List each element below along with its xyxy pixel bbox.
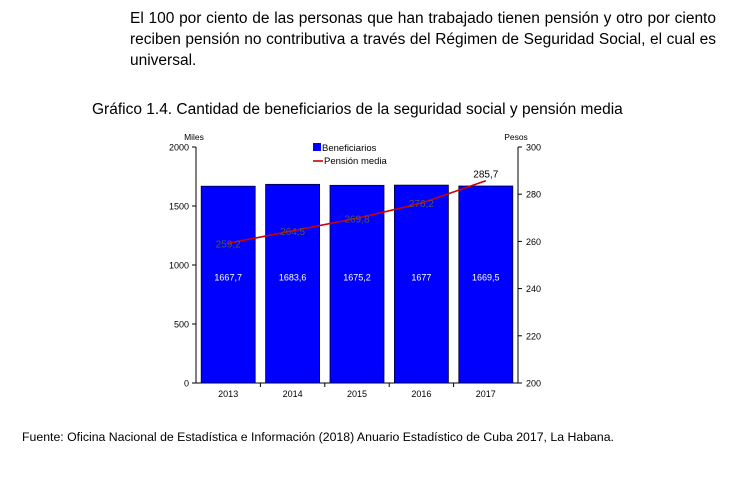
line-value-label: 259,2 [216, 239, 241, 250]
right-tick-label: 220 [526, 331, 541, 341]
chart-legend: Beneficiarios Pensión media [313, 143, 388, 167]
x-tick-label: 2013 [218, 389, 238, 399]
right-tick-label: 200 [526, 379, 541, 389]
right-tick-label: 260 [526, 237, 541, 247]
line-value-label: 285,7 [473, 170, 498, 181]
line-value-label: 264,5 [280, 227, 305, 238]
right-tick-label: 280 [526, 190, 541, 200]
x-tick-label: 2014 [283, 389, 303, 399]
left-tick-label: 1000 [169, 261, 189, 271]
bar [265, 183, 321, 384]
x-tick-label: 2015 [347, 389, 367, 399]
line-value-label: 276,2 [409, 199, 434, 210]
bar-value-label: 1677 [411, 272, 431, 282]
right-tick-label: 300 [526, 143, 541, 153]
bar [393, 184, 449, 384]
x-tick-label: 2017 [476, 389, 496, 399]
left-tick-label: 2000 [169, 143, 189, 153]
body-paragraph: El 100 por ciento de las personas que ha… [130, 10, 716, 69]
left-tick-label: 500 [174, 320, 189, 330]
line-series: 259,2 264,5 269,8 276,2 285,7 [216, 170, 499, 251]
bar-value-label: 1683,6 [279, 272, 307, 282]
bar-value-label: 1675,2 [343, 272, 371, 282]
left-tick-label: 0 [184, 379, 189, 389]
left-tick-label: 1500 [169, 202, 189, 212]
line-value-label: 269,8 [344, 214, 369, 225]
source-note: Fuente: Oficina Nacional de Estadística … [22, 430, 614, 444]
legend-label-line: Pensión media [324, 156, 388, 167]
right-axis-title: Pesos [504, 132, 528, 142]
left-axis-title: Miles [184, 132, 204, 142]
legend-swatch-bar [313, 143, 321, 151]
chart-axes: 0 500 1000 1500 2000 200 220 240 260 280 300 Miles P… [169, 132, 541, 399]
bar-value-label: 1667,7 [214, 272, 242, 282]
bar [458, 185, 514, 384]
bar-value-label: 1669,5 [472, 272, 500, 282]
right-tick-label: 240 [526, 284, 541, 294]
x-tick-label: 2016 [411, 389, 431, 399]
pension-line [228, 179, 487, 245]
bar [200, 185, 256, 384]
chart-title: Gráfico 1.4. Cantidad de beneficiarios d… [92, 101, 623, 118]
legend-label-bar: Beneficiarios [322, 143, 377, 154]
